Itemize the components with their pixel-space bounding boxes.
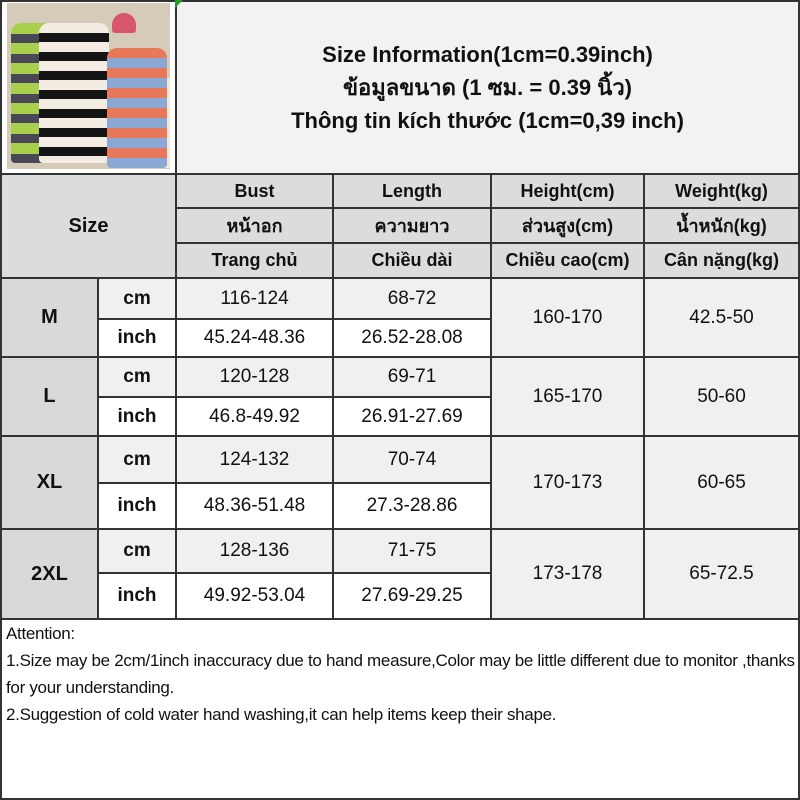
bust-inch: 45.24-48.36 xyxy=(175,318,334,358)
height-header-vi: Chiều cao(cm) xyxy=(490,242,645,279)
unit-inch: inch xyxy=(97,396,177,437)
height-header-th: ส่วนสูง(cm) xyxy=(490,207,645,244)
height-header-en: Height(cm) xyxy=(490,173,645,209)
unit-inch: inch xyxy=(97,318,177,358)
height-range: 160-170 xyxy=(490,277,645,358)
title-th: ข้อมูลขนาด (1 ซม. = 0.39 นิ้ว) xyxy=(342,75,632,100)
bust-cm: 120-128 xyxy=(175,356,334,398)
length-header-en: Length xyxy=(332,173,492,209)
length-cm: 70-74 xyxy=(332,435,492,484)
black-white-striped-sweater xyxy=(39,23,109,163)
unit-cm: cm xyxy=(97,528,177,574)
bust-inch: 46.8-49.92 xyxy=(175,396,334,437)
attention-heading: Attention: xyxy=(6,624,75,643)
unit-cm: cm xyxy=(97,277,177,320)
length-header-th: ความยาว xyxy=(332,207,492,244)
length-inch: 27.69-29.25 xyxy=(332,572,492,620)
size-header: Size xyxy=(0,173,177,279)
weight-header-th: น้ำหนัก(kg) xyxy=(643,207,800,244)
bust-header-vi: Trang chủ xyxy=(175,242,334,279)
orange-blue-striped-sweater xyxy=(107,48,167,168)
cell-marker xyxy=(175,0,183,8)
length-inch: 27.3-28.86 xyxy=(332,482,492,530)
bust-inch: 49.92-53.04 xyxy=(175,572,334,620)
height-range: 170-173 xyxy=(490,435,645,530)
size-label: XL xyxy=(0,435,99,530)
length-inch: 26.91-27.69 xyxy=(332,396,492,437)
product-photo xyxy=(7,3,170,169)
length-cm: 68-72 xyxy=(332,277,492,320)
table-row: 2XL cm 128-136 71-75 173-178 65-72.5 xyxy=(0,528,800,620)
weight-range: 60-65 xyxy=(643,435,800,530)
length-header-vi: Chiều dài xyxy=(332,242,492,279)
bust-cm: 116-124 xyxy=(175,277,334,320)
pink-cap xyxy=(112,13,136,33)
bust-header-en: Bust xyxy=(175,173,334,209)
unit-cm: cm xyxy=(97,356,177,398)
note-item: 1.Size may be 2cm/1inch inaccuracy due t… xyxy=(6,651,795,697)
table-row: inch 45.24-48.36 26.52-28.08 xyxy=(1,318,799,358)
bust-inch: 48.36-51.48 xyxy=(175,482,334,530)
table-row: XL cm 124-132 70-74 170-173 60-65 xyxy=(0,435,800,530)
size-label: M xyxy=(0,277,99,358)
weight-header-vi: Cân nặng(kg) xyxy=(643,242,800,279)
attention-notes: Attention: 1.Size may be 2cm/1inch inacc… xyxy=(2,620,798,728)
table-row: inch 49.92-53.04 27.69-29.25 xyxy=(1,572,799,620)
weight-header-en: Weight(kg) xyxy=(643,173,800,209)
table-row: M cm 116-124 68-72 160-170 42.5-50 xyxy=(0,277,800,358)
bust-cm: 124-132 xyxy=(175,435,334,484)
weight-range: 50-60 xyxy=(643,356,800,437)
bust-cm: 128-136 xyxy=(175,528,334,574)
title-en: Size Information(1cm=0.39inch) xyxy=(322,42,653,67)
height-range: 165-170 xyxy=(490,356,645,437)
size-label: 2XL xyxy=(0,528,99,620)
length-inch: 26.52-28.08 xyxy=(332,318,492,358)
size-table: Size Bust Length Height(cm) Weight(kg) ห… xyxy=(0,173,800,620)
unit-cm: cm xyxy=(97,435,177,484)
size-label: L xyxy=(0,356,99,437)
height-range: 173-178 xyxy=(490,528,645,620)
unit-inch: inch xyxy=(97,572,177,620)
length-cm: 71-75 xyxy=(332,528,492,574)
title-vi: Thông tin kích thước (1cm=0,39 inch) xyxy=(291,108,684,133)
table-row: inch 48.36-51.48 27.3-28.86 xyxy=(1,482,799,530)
unit-inch: inch xyxy=(97,482,177,530)
note-item: 2.Suggestion of cold water hand washing,… xyxy=(6,705,557,724)
weight-range: 65-72.5 xyxy=(643,528,800,620)
bust-header-th: หน้าอก xyxy=(175,207,334,244)
length-cm: 69-71 xyxy=(332,356,492,398)
size-info-title: Size Information(1cm=0.39inch) ข้อมูลขนา… xyxy=(175,2,798,173)
table-row: inch 46.8-49.92 26.91-27.69 xyxy=(1,396,799,437)
weight-range: 42.5-50 xyxy=(643,277,800,358)
table-row: L cm 120-128 69-71 165-170 50-60 xyxy=(0,356,800,437)
